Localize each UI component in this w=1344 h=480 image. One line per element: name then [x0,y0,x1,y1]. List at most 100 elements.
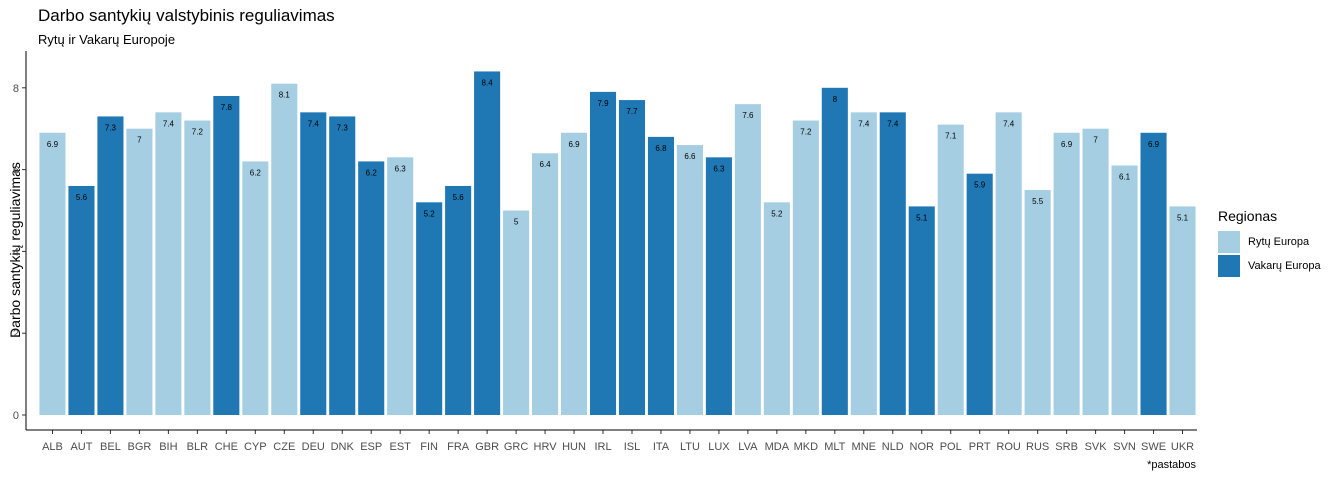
x-tick-label: DEU [302,441,325,453]
data-label: 7 [137,136,142,145]
bar-mne [850,112,877,415]
data-label: 7.8 [221,103,233,112]
legend-label-east: Rytų Europa [1248,236,1310,248]
bar-esp [358,161,385,415]
data-label: 5.6 [453,193,465,202]
x-tick-label: IRL [594,441,611,453]
x-tick-label: LTU [680,441,700,453]
data-label: 5.5 [1032,197,1044,206]
x-tick-label: NLD [882,441,904,453]
x-tick-label: LUX [708,441,730,453]
bar-alb [39,132,66,416]
x-tick-label: CYP [244,441,267,453]
bar-svn [1111,165,1138,415]
data-label: 7.2 [192,128,204,137]
x-tick-label: ITA [653,441,670,453]
data-label: 6.9 [1148,140,1160,149]
x-tick-label: BEL [100,441,121,453]
x-tick-label: HRV [534,441,558,453]
bar-ita [647,136,675,415]
x-tick-label: POL [940,441,962,453]
bar-irl [589,91,617,415]
data-label: 7.4 [858,119,870,128]
data-label: 6.2 [366,168,378,177]
data-label: 5.6 [76,193,88,202]
x-tick-label: SVK [1085,441,1108,453]
data-label: 7.4 [887,119,899,128]
data-label: 7.3 [105,123,117,132]
bar-mkd [792,120,819,416]
bar-ltu [676,145,703,415]
bar-mda [763,202,790,415]
bar-bel [97,116,124,416]
legend-label-west: Vakarų Europa [1248,260,1321,272]
data-label: 7.7 [626,107,638,116]
y-tick-label: 0 [13,410,19,422]
x-tick-label: HUN [562,441,586,453]
x-tick-label: CHE [215,441,238,453]
bar-est [387,157,414,415]
data-label: 5.2 [771,209,783,218]
data-label: 8.4 [482,78,494,87]
data-label: 7.4 [308,119,320,128]
bar-dnk [329,116,356,416]
chart-subtitle: Rytų ir Vakarų Europoje [38,32,176,47]
bar-hrv [532,153,559,416]
legend-key-west [1218,255,1240,277]
data-label: 7.6 [742,111,754,120]
bar-grc [503,210,530,415]
x-tick-label: UKR [1171,441,1194,453]
data-label: 6.1 [1119,173,1131,182]
x-tick-label: ISL [624,441,641,453]
bar-che [213,95,240,415]
bar-prt [966,173,993,415]
data-label: 6.2 [250,168,262,177]
bar-nld [879,112,906,415]
data-label: 6.9 [47,140,59,149]
data-label: 5.1 [916,213,928,222]
data-label: 7.4 [163,119,175,128]
y-tick-label: 8 [13,83,19,95]
bar-blr [184,120,211,416]
x-tick-label: ALB [42,441,63,453]
bar-svk [1082,128,1109,415]
legend-title: Regionas [1218,208,1278,224]
x-tick-label: SWE [1141,441,1166,453]
caption: *pastabos [1147,459,1196,471]
x-tick-label: BLR [187,441,208,453]
bar-ukr [1169,206,1196,415]
legend-item-east: Rytų Europa [1218,230,1321,254]
bar-fra [445,185,472,415]
data-label: 6.6 [684,152,696,161]
x-tick-label: SRB [1055,441,1078,453]
bar-lux [705,157,732,415]
x-tick-label: AUT [70,441,92,453]
bar-deu [300,112,327,415]
bar-hun [560,132,588,416]
data-label: 8.1 [279,91,291,100]
data-label: 6.9 [1061,140,1073,149]
data-label: 7.9 [597,99,609,108]
bar-pol [937,124,964,416]
x-tick-label: BIH [159,441,177,453]
x-tick-label: MKD [794,441,819,453]
bar-bgr [126,128,153,415]
data-label: 7 [1093,136,1098,145]
x-tick-label: MLT [824,441,845,453]
bar-bih [155,112,182,415]
legend-item-west: Vakarų Europa [1218,254,1321,278]
x-tick-label: FIN [420,441,438,453]
data-label: 7.2 [800,128,812,137]
bar-fin [416,202,443,415]
bar-rou [995,112,1022,415]
bar-lva [734,104,761,415]
x-tick-label: SVN [1113,441,1136,453]
data-label: 7.4 [1003,119,1015,128]
bar-mlt [821,87,848,416]
bar-nor [908,206,935,415]
x-tick-label: ESP [360,441,382,453]
x-tick-label: ROU [996,441,1021,453]
data-label: 6.4 [540,160,552,169]
x-tick-label: GRC [504,441,529,453]
